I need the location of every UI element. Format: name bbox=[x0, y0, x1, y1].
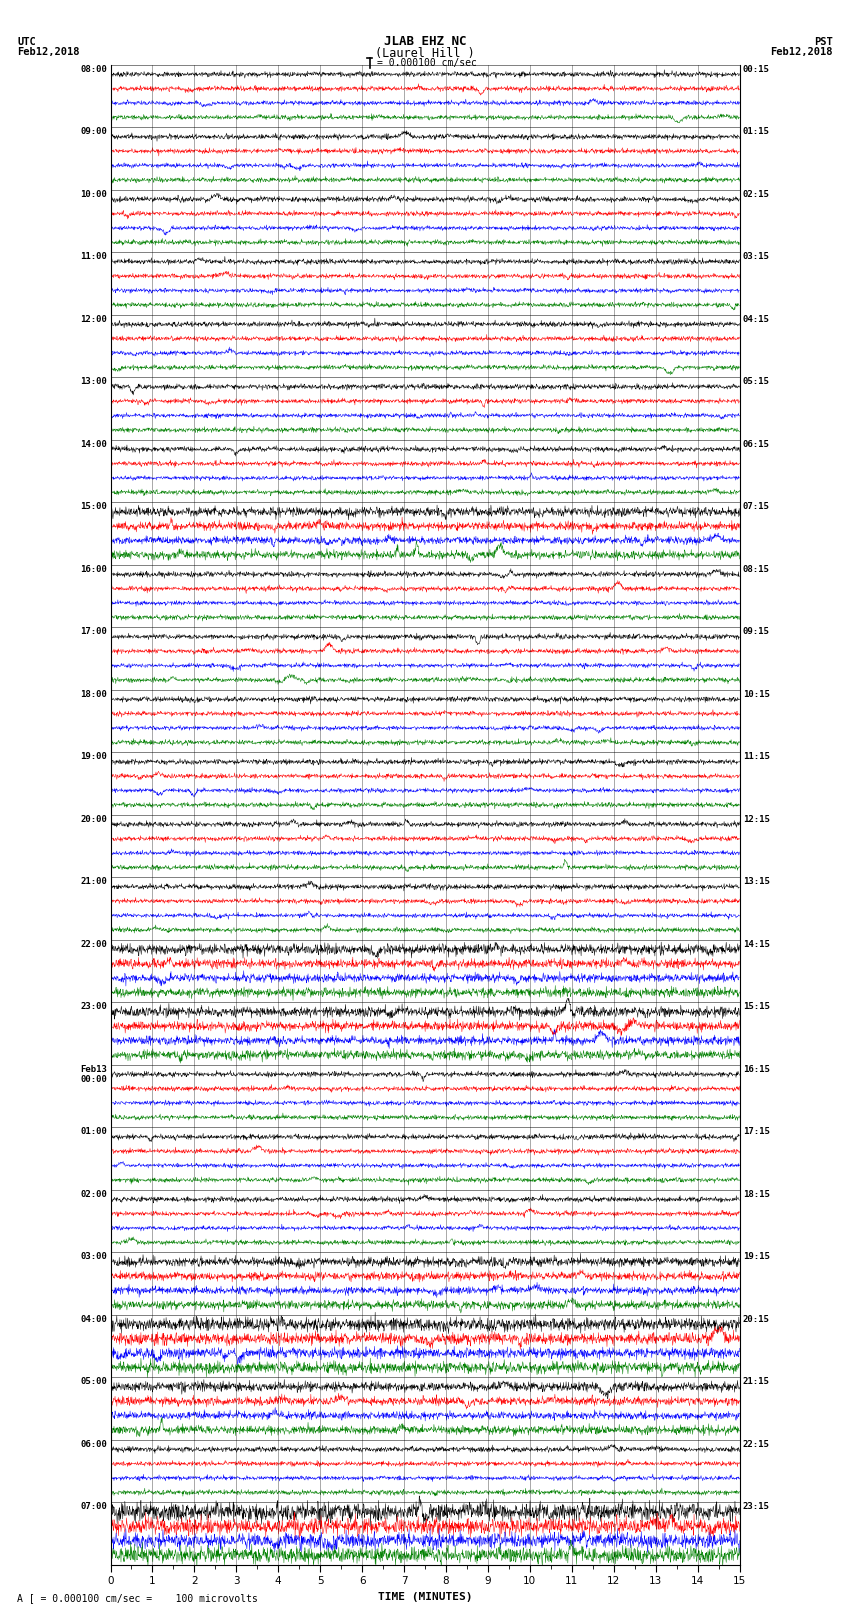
Text: 13:15: 13:15 bbox=[743, 877, 769, 886]
Text: 02:00: 02:00 bbox=[81, 1190, 107, 1198]
Text: 07:15: 07:15 bbox=[743, 502, 769, 511]
Text: PST: PST bbox=[814, 37, 833, 47]
Text: 06:15: 06:15 bbox=[743, 440, 769, 448]
Text: 09:00: 09:00 bbox=[81, 127, 107, 135]
Text: 17:15: 17:15 bbox=[743, 1127, 769, 1136]
Text: 12:00: 12:00 bbox=[81, 315, 107, 324]
Text: 04:00: 04:00 bbox=[81, 1315, 107, 1324]
Text: JLAB EHZ NC: JLAB EHZ NC bbox=[383, 35, 467, 48]
Text: 08:15: 08:15 bbox=[743, 565, 769, 574]
Text: = 0.000100 cm/sec: = 0.000100 cm/sec bbox=[377, 58, 476, 68]
Text: 13:00: 13:00 bbox=[81, 377, 107, 386]
Text: 09:15: 09:15 bbox=[743, 627, 769, 636]
Text: 21:15: 21:15 bbox=[743, 1378, 769, 1386]
Text: 20:15: 20:15 bbox=[743, 1315, 769, 1324]
Text: 05:00: 05:00 bbox=[81, 1378, 107, 1386]
Text: 07:00: 07:00 bbox=[81, 1502, 107, 1511]
Text: 20:00: 20:00 bbox=[81, 815, 107, 824]
Text: 23:00: 23:00 bbox=[81, 1002, 107, 1011]
Text: 11:15: 11:15 bbox=[743, 752, 769, 761]
Text: 16:00: 16:00 bbox=[81, 565, 107, 574]
Text: 02:15: 02:15 bbox=[743, 189, 769, 198]
Text: 19:00: 19:00 bbox=[81, 752, 107, 761]
Text: A [ = 0.000100 cm/sec =    100 microvolts: A [ = 0.000100 cm/sec = 100 microvolts bbox=[17, 1594, 258, 1603]
Text: 04:15: 04:15 bbox=[743, 315, 769, 324]
Text: 05:15: 05:15 bbox=[743, 377, 769, 386]
Text: 10:00: 10:00 bbox=[81, 189, 107, 198]
Text: 11:00: 11:00 bbox=[81, 252, 107, 261]
Text: UTC: UTC bbox=[17, 37, 36, 47]
Text: 08:00: 08:00 bbox=[81, 65, 107, 74]
Text: Feb13
00:00: Feb13 00:00 bbox=[81, 1065, 107, 1084]
X-axis label: TIME (MINUTES): TIME (MINUTES) bbox=[377, 1592, 473, 1602]
Text: 06:00: 06:00 bbox=[81, 1440, 107, 1448]
Text: 03:00: 03:00 bbox=[81, 1252, 107, 1261]
Text: 18:15: 18:15 bbox=[743, 1190, 769, 1198]
Text: 16:15: 16:15 bbox=[743, 1065, 769, 1074]
Text: 17:00: 17:00 bbox=[81, 627, 107, 636]
Text: Feb12,2018: Feb12,2018 bbox=[770, 47, 833, 56]
Text: 19:15: 19:15 bbox=[743, 1252, 769, 1261]
Text: 12:15: 12:15 bbox=[743, 815, 769, 824]
Text: 22:15: 22:15 bbox=[743, 1440, 769, 1448]
Text: 22:00: 22:00 bbox=[81, 939, 107, 948]
Text: 21:00: 21:00 bbox=[81, 877, 107, 886]
Text: 01:00: 01:00 bbox=[81, 1127, 107, 1136]
Text: 01:15: 01:15 bbox=[743, 127, 769, 135]
Text: 15:15: 15:15 bbox=[743, 1002, 769, 1011]
Text: (Laurel Hill ): (Laurel Hill ) bbox=[375, 47, 475, 60]
Text: 15:00: 15:00 bbox=[81, 502, 107, 511]
Text: 23:15: 23:15 bbox=[743, 1502, 769, 1511]
Text: 00:15: 00:15 bbox=[743, 65, 769, 74]
Text: 14:00: 14:00 bbox=[81, 440, 107, 448]
Text: 10:15: 10:15 bbox=[743, 690, 769, 698]
Text: 14:15: 14:15 bbox=[743, 939, 769, 948]
Text: 18:00: 18:00 bbox=[81, 690, 107, 698]
Text: Feb12,2018: Feb12,2018 bbox=[17, 47, 80, 56]
Text: 03:15: 03:15 bbox=[743, 252, 769, 261]
